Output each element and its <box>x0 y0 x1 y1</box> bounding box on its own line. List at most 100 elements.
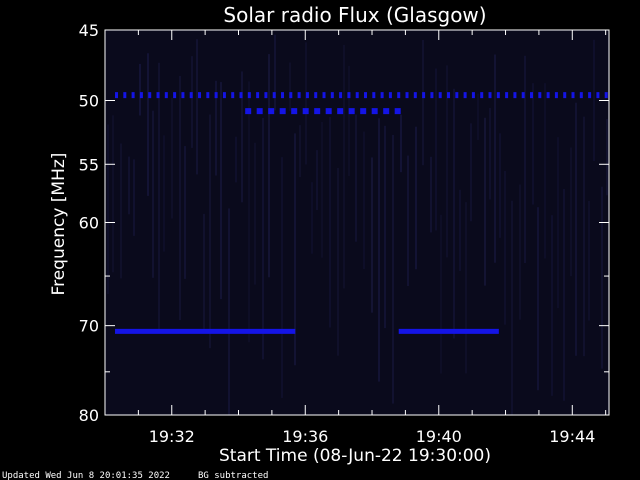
background-noise <box>107 34 608 415</box>
noise-streak <box>337 168 339 356</box>
signal-pulse <box>496 92 500 99</box>
noise-streak <box>163 135 165 252</box>
noise-streak <box>107 124 109 294</box>
signal-pulse <box>383 108 390 115</box>
signal-pulse <box>139 92 143 99</box>
noise-streak <box>289 62 291 112</box>
signal-pulse <box>247 92 251 99</box>
signal-pulse <box>394 108 401 115</box>
noise-streak <box>499 133 501 238</box>
signal-pulse <box>164 92 168 99</box>
signal-pulse <box>372 92 376 99</box>
noise-streak <box>348 65 350 177</box>
noise-streak <box>484 117 486 286</box>
noise-streak <box>430 156 432 233</box>
signal-pulse <box>604 92 608 99</box>
noise-streak <box>601 186 603 369</box>
signal-pulse <box>505 92 509 99</box>
updated-timestamp: Updated Wed Jun 8 20:01:35 2022 <box>2 471 170 480</box>
signal-pulse <box>305 92 309 99</box>
noise-streak <box>470 123 472 222</box>
signal-pulse <box>355 92 359 99</box>
signal-pulse <box>348 108 355 115</box>
signal-pulse <box>521 92 525 99</box>
signal-pulse <box>360 108 367 115</box>
signal-pulse <box>380 92 384 99</box>
signal-pulse <box>181 92 185 99</box>
signal-pulse <box>206 92 210 99</box>
signal-pulse <box>330 92 334 99</box>
noise-streak <box>459 189 461 272</box>
noise-streak <box>371 157 373 313</box>
noise-streak <box>274 34 276 111</box>
signal-pulse <box>256 92 260 99</box>
noise-streak <box>551 215 553 396</box>
noise-streak <box>400 114 402 173</box>
signal-pulse <box>281 92 285 99</box>
signal-pulse <box>471 92 475 99</box>
noise-streak <box>209 114 211 349</box>
y-tick-label: 50 <box>79 92 99 111</box>
noise-streak <box>355 114 357 242</box>
signal-pulse <box>314 92 318 99</box>
noise-streak <box>477 93 479 140</box>
signal-pulse <box>579 92 583 99</box>
noise-streak <box>299 125 301 178</box>
noise-streak <box>179 75 181 321</box>
noise-streak <box>220 82 222 300</box>
noise-streak <box>268 54 270 278</box>
signal-pulse <box>123 92 127 99</box>
noise-streak <box>203 213 205 329</box>
signal-pulse <box>291 108 298 115</box>
signal-pulse <box>222 92 226 99</box>
signal-pulse <box>571 92 575 99</box>
signal-pulse <box>563 92 567 99</box>
x-axis-ticks: 19:32 19:36 19:40 19:44 <box>104 30 607 446</box>
noise-streak <box>511 200 513 415</box>
noise-streak <box>465 202 467 374</box>
signal-pulse <box>325 108 332 115</box>
signal-pulse <box>198 92 202 99</box>
y-tick-label: 80 <box>79 406 99 425</box>
noise-streak <box>321 122 323 258</box>
signal-pulse <box>463 92 467 99</box>
noise-streak <box>248 81 250 343</box>
noise-streak <box>435 68 437 231</box>
signal-pulse <box>302 108 309 115</box>
y-tick-label: 70 <box>79 317 99 336</box>
noise-streak <box>557 137 559 309</box>
noise-streak <box>329 116 331 328</box>
y-tick-label: 45 <box>79 21 99 40</box>
signal-band <box>398 328 499 334</box>
noise-streak <box>262 117 264 360</box>
signal-pulse <box>245 108 252 115</box>
signal-pulse <box>513 92 517 99</box>
signal-pulse <box>337 108 344 115</box>
noise-streak <box>519 184 521 320</box>
bg-subtracted-note: BG subtracted <box>198 471 268 480</box>
noise-streak <box>563 189 565 401</box>
signal-pulse <box>239 92 243 99</box>
signal-pulse <box>148 92 152 99</box>
noise-streak <box>316 150 318 211</box>
signal-pulse <box>189 92 193 99</box>
y-tick-label: 55 <box>79 155 99 174</box>
x-tick-label: 19:36 <box>282 427 328 446</box>
signal-band <box>115 328 296 334</box>
noise-streak <box>606 119 608 196</box>
y-axis-ticks: 45 50 55 60 70 80 <box>79 21 609 425</box>
noise-streak <box>537 207 539 391</box>
signal-pulse <box>438 92 442 99</box>
x-tick-label: 19:40 <box>416 427 462 446</box>
noise-streak <box>139 63 141 116</box>
signal-pulse <box>388 92 392 99</box>
signal-pulse <box>272 92 276 99</box>
signal-pulse <box>371 108 378 115</box>
noise-streak <box>392 134 394 404</box>
x-axis-title: Start Time (08-Jun-22 19:30:00) <box>219 446 491 466</box>
signal-pulse <box>347 92 351 99</box>
signal-layer <box>115 92 608 334</box>
noise-streak <box>570 147 572 277</box>
noise-streak <box>158 62 160 331</box>
